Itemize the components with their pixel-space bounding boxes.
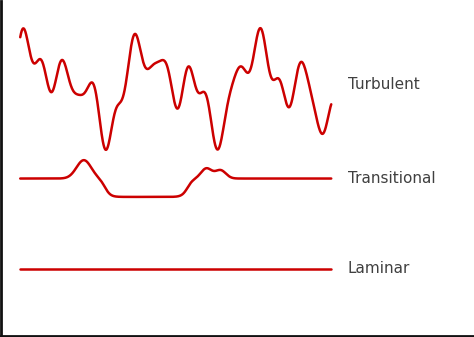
Text: Laminar: Laminar (348, 261, 410, 276)
Text: Transitional: Transitional (348, 171, 435, 186)
Text: Turbulent: Turbulent (348, 78, 419, 92)
